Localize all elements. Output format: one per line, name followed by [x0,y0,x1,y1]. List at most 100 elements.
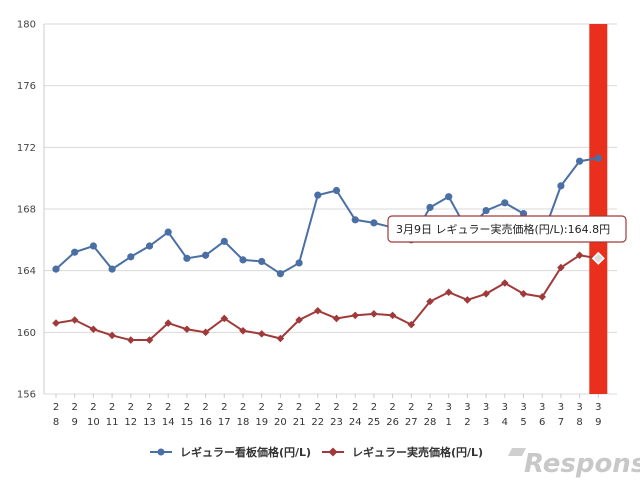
data-point [89,325,98,334]
data-point [52,265,60,273]
data-point [388,311,397,320]
legend-diamond-marker-icon [328,447,338,457]
legend-item-signboard-price[interactable]: レギュラー看板価格(円/L) [150,445,311,459]
y-tick-label: 176 [17,81,36,92]
data-point [164,228,172,236]
data-point [351,311,359,320]
x-tick-month: 2 [90,402,96,413]
data-point [314,191,322,199]
data-point [127,336,135,344]
series-actual-price [52,251,605,344]
legend-label-signboard-price: レギュラー看板価格(円/L) [180,445,311,459]
data-point [426,203,434,212]
x-tick-day: 16 [199,417,212,428]
x-tick-month: 2 [146,402,152,413]
data-point [258,257,266,266]
y-tick-label: 180 [17,20,36,31]
x-tick-day: 9 [72,417,78,428]
x-tick-day: 9 [595,417,601,428]
y-tick-label: 164 [17,266,36,277]
data-point [482,289,490,298]
x-tick-day: 21 [293,417,306,428]
data-point [538,293,546,301]
data-point [407,320,416,329]
data-point [426,297,434,306]
response-logo-watermark: Response. [508,448,640,479]
x-tick-month: 2 [427,402,433,413]
x-tick-month: 2 [128,402,134,413]
data-point [295,316,303,324]
x-tick-month: 3 [502,402,508,413]
data-point [127,253,135,261]
selected-date-highlight [589,24,608,394]
x-tick-month: 2 [165,402,171,413]
legend-item-actual-price[interactable]: レギュラー実売価格(円/L) [322,445,483,459]
data-tooltip: 3月9日 レギュラー実売価格(円/L):164.8円 [387,215,627,243]
x-tick-month: 2 [371,402,377,413]
y-tick-label: 168 [17,205,36,216]
x-tick-month: 2 [389,402,395,413]
data-point [220,314,229,323]
data-point [52,319,60,327]
data-point [370,219,378,227]
data-point [575,251,584,260]
tooltip-text: 3月9日 レギュラー実売価格(円/L):164.8円 [396,222,610,236]
x-tick-day: 1 [446,417,452,428]
series-line [55,254,599,342]
data-point [239,326,247,335]
x-tick-day: 6 [539,417,545,428]
x-tick-month: 2 [408,402,414,413]
x-tick-day: 25 [368,417,381,428]
x-tick-day: 22 [311,417,324,428]
x-tick-day: 8 [53,417,59,428]
legend-label-actual-price: レギュラー実売価格(円/L) [352,445,483,459]
data-point [444,288,453,297]
data-point [276,334,285,343]
x-tick-day: 2 [464,417,470,428]
data-point [576,157,584,165]
x-tick-day: 11 [106,417,119,428]
data-point [71,248,79,256]
x-tick-month: 2 [184,402,190,413]
x-tick-day: 4 [502,417,508,428]
chart-legend: レギュラー看板価格(円/L) レギュラー実売価格(円/L) [150,445,483,459]
data-point [201,328,210,337]
data-point [314,306,322,315]
x-axis-ticks: 2829210211212213214215216217218219220221… [53,394,601,428]
x-tick-day: 27 [405,417,418,428]
data-point [145,242,154,250]
x-tick-day: 28 [424,417,437,428]
x-tick-day: 10 [87,417,100,428]
data-point [501,199,509,207]
x-tick-month: 3 [595,402,601,413]
series-layer [52,154,605,344]
data-point [183,254,191,262]
x-tick-month: 2 [109,402,115,413]
x-tick-month: 2 [53,402,59,413]
data-point [463,296,472,304]
x-tick-day: 12 [124,417,137,428]
data-point [257,330,266,338]
data-point [501,279,509,287]
x-tick-month: 2 [259,402,265,413]
data-point [276,270,284,278]
data-point [202,251,210,259]
data-point [482,206,490,215]
x-tick-month: 2 [315,402,321,413]
x-tick-day: 5 [520,417,526,428]
x-tick-month: 2 [202,402,208,413]
x-tick-month: 3 [558,402,564,413]
x-tick-day: 18 [237,417,250,428]
x-tick-month: 2 [221,402,227,413]
x-tick-month: 3 [539,402,545,413]
data-point [557,182,565,190]
x-tick-day: 15 [181,417,194,428]
data-point [145,336,154,344]
data-point [351,216,359,224]
logo-mark-icon [508,448,526,456]
x-tick-month: 2 [352,402,358,413]
legend-circle-marker-icon [157,448,165,456]
data-point [239,256,247,264]
x-tick-month: 3 [520,402,526,413]
